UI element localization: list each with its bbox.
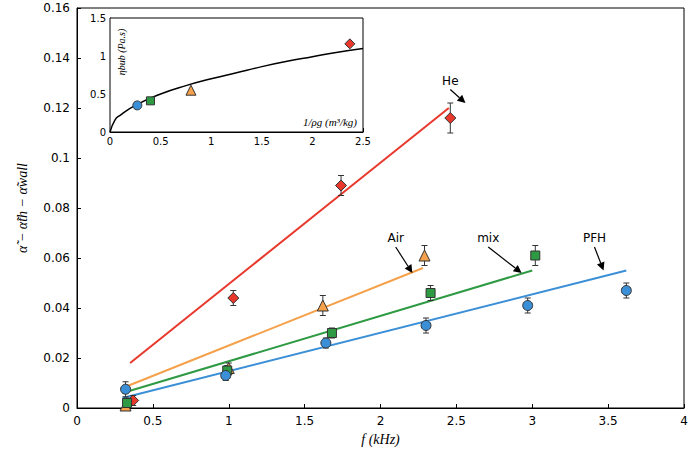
svg-text:0.16: 0.16 <box>43 1 70 15</box>
svg-text:0.06: 0.06 <box>43 251 70 265</box>
svg-text:1: 1 <box>225 414 233 428</box>
svg-text:0: 0 <box>100 127 106 138</box>
svg-text:0.08: 0.08 <box>43 201 70 215</box>
svg-text:1/ρg (m³/kg): 1/ρg (m³/kg) <box>303 116 357 129</box>
svg-text:3: 3 <box>528 414 536 428</box>
svg-text:0.5: 0.5 <box>90 89 106 100</box>
svg-text:4: 4 <box>680 414 688 428</box>
svg-text:PFH: PFH <box>583 231 606 245</box>
svg-text:2.5: 2.5 <box>355 136 371 147</box>
svg-text:1: 1 <box>208 136 214 147</box>
svg-text:Air: Air <box>387 231 404 245</box>
svg-text:0.1: 0.1 <box>51 151 70 165</box>
svg-text:ηbub (Pa.s): ηbub (Pa.s) <box>116 28 128 75</box>
svg-text:0.04: 0.04 <box>43 301 70 315</box>
svg-text:He: He <box>442 74 458 88</box>
svg-text:3.5: 3.5 <box>599 414 618 428</box>
svg-text:0: 0 <box>62 401 70 415</box>
svg-text:1.5: 1.5 <box>295 414 314 428</box>
svg-text:0.5: 0.5 <box>153 136 169 147</box>
svg-text:0.5: 0.5 <box>143 414 162 428</box>
svg-text:mix: mix <box>477 231 499 245</box>
svg-text:f (kHz): f (kHz) <box>361 432 400 448</box>
svg-text:1: 1 <box>100 51 106 62</box>
svg-text:0.14: 0.14 <box>43 51 70 65</box>
svg-text:2: 2 <box>377 414 385 428</box>
svg-text:1.5: 1.5 <box>90 13 106 24</box>
svg-text:0: 0 <box>107 136 113 147</box>
svg-text:2.5: 2.5 <box>447 414 466 428</box>
svg-text:0.02: 0.02 <box>43 351 70 365</box>
svg-text:1.5: 1.5 <box>254 136 270 147</box>
svg-text:0.12: 0.12 <box>43 101 70 115</box>
svg-text:2: 2 <box>309 136 315 147</box>
svg-text:α̃ − α̃th − α̃wall: α̃ − α̃th − α̃wall <box>15 163 30 253</box>
svg-text:0: 0 <box>73 414 81 428</box>
